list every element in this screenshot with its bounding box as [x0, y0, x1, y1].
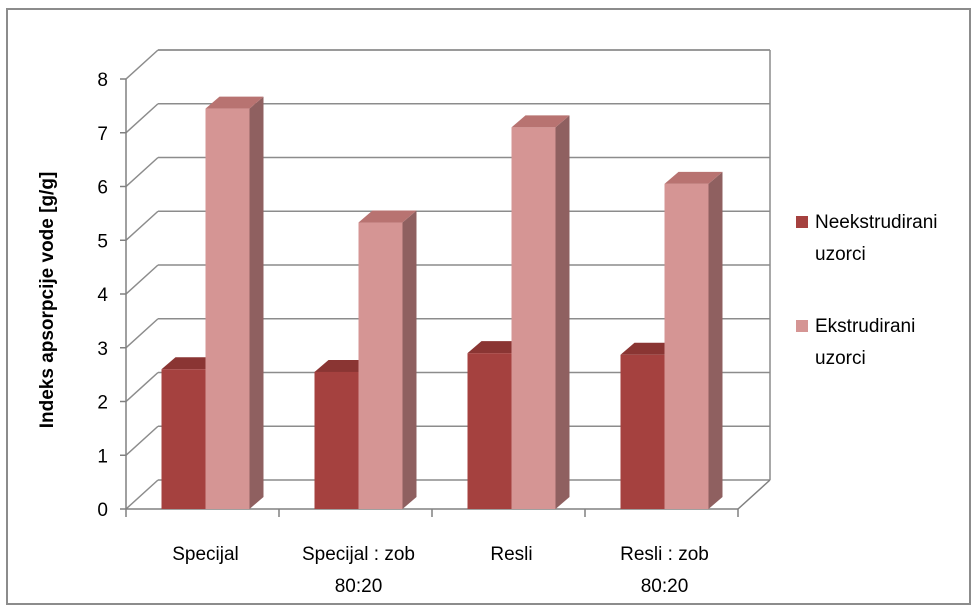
y-tick-label: 2 [97, 393, 108, 414]
bar-top [314, 359, 373, 372]
bar-top [161, 357, 220, 370]
y-tick-label: 0 [97, 500, 108, 521]
bar-side [708, 171, 723, 509]
y-tick-label: 8 [97, 70, 108, 91]
bar-front [358, 222, 403, 509]
bars [161, 96, 723, 509]
bar [511, 115, 570, 509]
grid-diagonal [125, 210, 159, 241]
bar-top [467, 341, 526, 354]
grid-diagonal [125, 264, 159, 295]
bar-front [161, 369, 206, 509]
y-tick-label: 1 [97, 446, 108, 467]
bar-side [402, 210, 417, 509]
legend: Neekstrudirani uzorci Ekstrudirani uzorci [796, 212, 938, 369]
bar-front [511, 127, 556, 509]
bar-front [467, 353, 512, 509]
grid-diagonal [125, 479, 159, 510]
bar-side [249, 96, 264, 509]
grid-diagonal [125, 103, 159, 134]
bar-top [205, 96, 264, 109]
legend-label: Neekstrudirani [815, 212, 938, 233]
y-tick-label: 4 [97, 285, 108, 306]
y-tick-labels: 0 1 2 3 4 5 6 7 8 [97, 70, 108, 521]
category-labels: Specijal Specijal : zob 80:20 Resli Resli : … [172, 544, 709, 597]
category-label: 80:20 [335, 576, 383, 597]
y-tick-label: 7 [97, 124, 108, 145]
y-tick-label: 3 [97, 339, 108, 360]
category-label: Specijal [172, 544, 239, 565]
bar-front [664, 183, 709, 509]
bar-top [511, 115, 570, 128]
bar-front [314, 371, 359, 509]
bar [205, 96, 264, 509]
legend-label: uzorci [815, 244, 866, 265]
bar-top [358, 210, 417, 223]
grid-diagonal [125, 49, 159, 80]
legend-swatch [796, 216, 808, 228]
bar-top [620, 342, 679, 355]
bar-front [620, 354, 665, 509]
grid-diagonal [125, 425, 159, 456]
y-tick-label: 6 [97, 178, 108, 199]
grid-diagonal [125, 371, 159, 403]
y-axis-label: Indeks apsorpcije vode [g/g] [37, 172, 58, 429]
category-label: Resli : zob [620, 544, 709, 565]
legend-label: Ekstrudirani [815, 316, 915, 337]
grid-diagonal [125, 318, 159, 349]
floor-right-edge [737, 479, 771, 510]
bar-front [205, 108, 250, 509]
category-label: 80:20 [641, 576, 689, 597]
bar [664, 171, 723, 509]
bar-side [555, 115, 570, 509]
category-label: Specijal : zob [302, 544, 415, 565]
legend-label: uzorci [815, 348, 866, 369]
y-tick-label: 5 [97, 231, 108, 252]
legend-swatch [796, 320, 808, 332]
bar [358, 210, 417, 509]
category-label: Resli [490, 544, 532, 565]
grid-diagonal [125, 156, 159, 188]
bar-top [664, 171, 723, 184]
